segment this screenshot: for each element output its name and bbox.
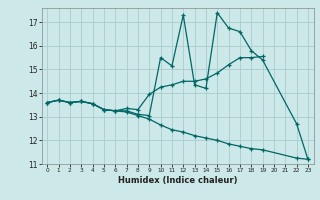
X-axis label: Humidex (Indice chaleur): Humidex (Indice chaleur) — [118, 176, 237, 185]
